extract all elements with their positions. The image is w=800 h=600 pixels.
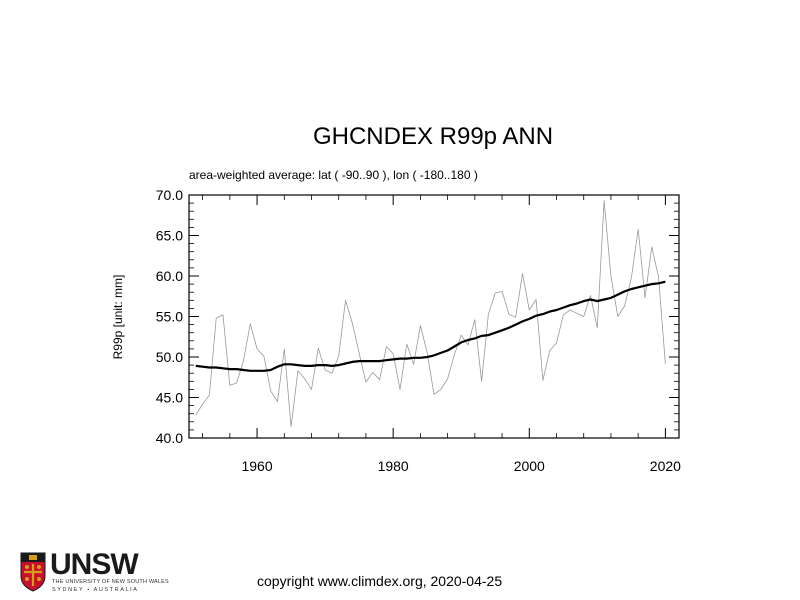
y-tick-label: 60.0 (156, 268, 183, 284)
axis-ticks (189, 194, 679, 439)
logo-line2: SYDNEY • AUSTRALIA (52, 587, 139, 593)
y-tick-label: 55.0 (156, 309, 183, 325)
series-line-annual (195, 200, 666, 428)
x-tick-label: 1980 (378, 458, 409, 474)
y-tick-label: 45.0 (156, 390, 183, 406)
plot-frame (188, 194, 680, 439)
y-tick-label: 70.0 (156, 187, 183, 203)
x-tick-label: 2020 (650, 458, 681, 474)
copyright-text: copyright www.climdex.org, 2020-04-25 (257, 573, 503, 589)
series-lines (195, 200, 666, 428)
y-tick-label: 50.0 (156, 349, 183, 365)
axis-tick-labels: 40.0 45.0 50.0 55.0 60.0 65.0 70.0 1960 1980 2000… (156, 187, 681, 474)
chart-title: GHCNDEX R99p ANN (313, 123, 553, 150)
unsw-logo: UNSW THE UNIVERSITY OF NEW SOUTH WALES S… (20, 548, 169, 596)
shield-icon (20, 552, 46, 592)
logo-line1: THE UNIVERSITY OF NEW SOUTH WALES (52, 579, 169, 585)
x-tick-label: 2000 (514, 458, 545, 474)
chart-subtitle: area-weighted average: lat ( -90..90 ), … (189, 168, 478, 182)
y-axis-label: R99p [unit: mm] (111, 275, 125, 360)
y-tick-label: 40.0 (156, 430, 183, 446)
series-line-smoothed (195, 280, 666, 372)
logo-wordmark: UNSW (50, 548, 139, 581)
chart: GHCNDEX R99p ANN area-weighted average: … (111, 123, 681, 474)
y-tick-label: 65.0 (156, 228, 183, 244)
x-tick-label: 1960 (241, 458, 272, 474)
